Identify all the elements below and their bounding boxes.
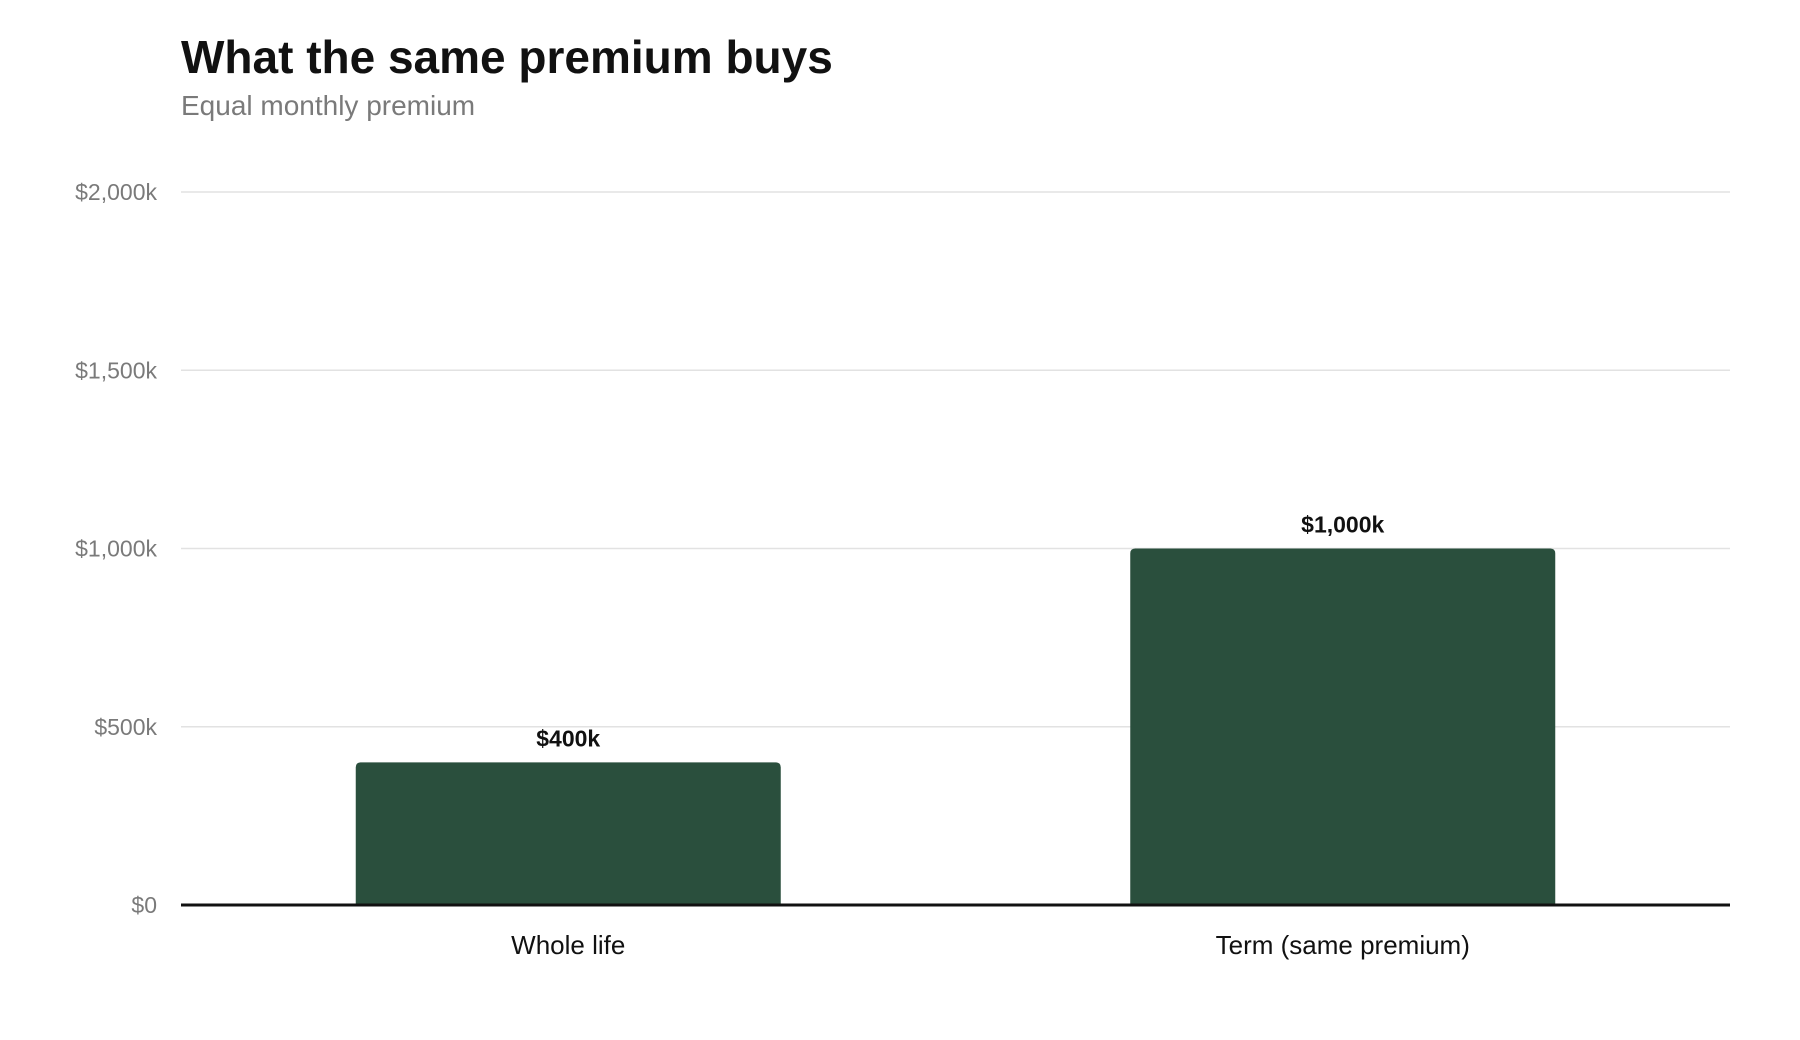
data-labels: $400k $1,000k — [536, 512, 1384, 752]
bar-term — [1130, 548, 1556, 905]
x-category-label: Whole life — [511, 930, 625, 960]
y-tick-label: $500k — [94, 714, 157, 740]
y-axis-ticks: $0 $500k $1,000k $1,500k $2,000k — [75, 179, 157, 918]
chart-subtitle: Equal monthly premium — [181, 90, 476, 121]
y-tick-label: $1,000k — [75, 536, 157, 562]
y-tick-label: $1,500k — [75, 357, 157, 383]
bars — [355, 548, 1556, 905]
y-tick-label: $0 — [131, 892, 157, 918]
chart-title: What the same premium buys — [181, 31, 833, 83]
data-label: $400k — [536, 725, 600, 751]
y-tick-label: $2,000k — [75, 179, 157, 205]
x-axis-categories: Whole life Term (same premium) — [511, 930, 1470, 960]
bar-whole-life — [355, 762, 781, 905]
data-label: $1,000k — [1301, 512, 1384, 538]
x-category-label: Term (same premium) — [1216, 930, 1470, 960]
